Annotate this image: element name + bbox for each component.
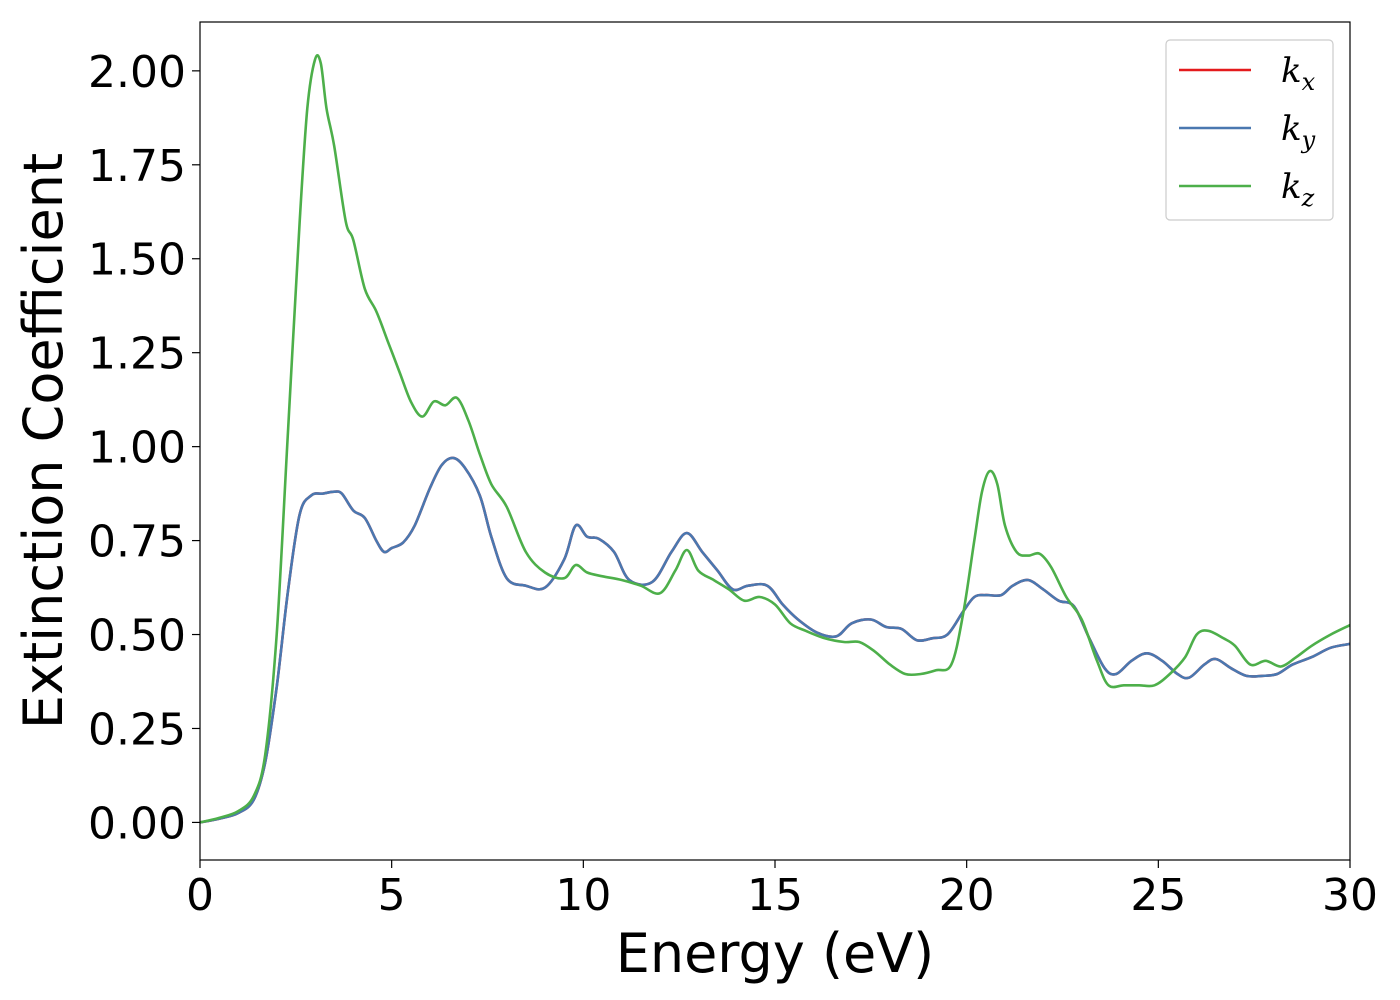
y-tick-label: 1.50	[88, 235, 186, 286]
legend-label-subscript: x	[1302, 68, 1316, 96]
x-tick-label: 20	[939, 870, 995, 921]
legend-label-subscript: z	[1301, 184, 1315, 212]
y-tick-label: 0.50	[88, 611, 186, 662]
y-tick-label: 1.75	[88, 141, 186, 192]
x-tick-label: 0	[186, 870, 214, 921]
x-axis-title: Energy (eV)	[616, 922, 935, 985]
legend-box	[1165, 39, 1334, 221]
y-axis-title: Extinction Coefficient	[12, 153, 75, 729]
x-tick-label: 25	[1130, 870, 1186, 921]
y-tick-label: 2.00	[88, 47, 186, 98]
legend-label: ky	[1281, 109, 1316, 154]
x-tick-label: 30	[1322, 870, 1378, 921]
x-tick-label: 15	[747, 870, 803, 921]
series-line-k-x	[199, 456, 1351, 824]
axis-ticks: 0 5 10 15 20 25 30 0.00 0.25 0.50 0.75 1.00 1.25 1.50…	[88, 47, 1378, 921]
series-line-k-y	[199, 456, 1351, 824]
y-tick-label: 0.75	[88, 517, 186, 568]
series-layer	[199, 54, 1351, 824]
y-tick-label: 1.25	[88, 329, 186, 380]
y-tick-label: 1.00	[88, 423, 186, 474]
x-tick-label: 10	[555, 870, 611, 921]
legend-label-subscript: y	[1301, 126, 1316, 154]
x-tick-label: 5	[378, 870, 406, 921]
y-tick-label: 0.25	[88, 704, 186, 755]
y-tick-label: 0.00	[88, 798, 186, 849]
series-line-k-z	[199, 54, 1351, 824]
